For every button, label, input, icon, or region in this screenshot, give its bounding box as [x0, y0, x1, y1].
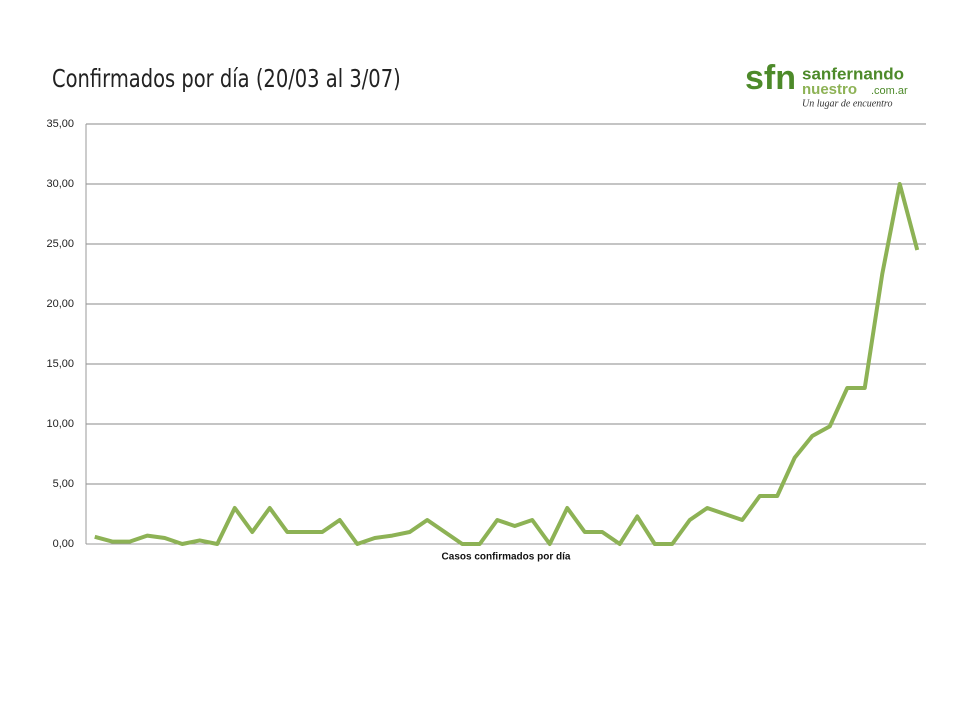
series-line	[94, 182, 920, 546]
series-label: Casos confirmados por día	[442, 552, 571, 563]
chart-title: Confirmados por día (20/03 al 3/07)	[52, 65, 401, 94]
logo-tagline: Un lugar de encuentro	[802, 98, 892, 109]
y-tick-label: 5,00	[53, 478, 74, 490]
y-tick-label: 30,00	[46, 178, 74, 190]
logo-mark: sfn	[745, 59, 796, 97]
y-tick-label: 0,00	[53, 538, 74, 550]
y-tick-label: 20,00	[46, 298, 74, 310]
logo-domain: .com.ar	[871, 85, 908, 97]
logo-name: sanfernando	[802, 64, 904, 83]
logo: sfn sanfernando nuestro .com.ar Un lugar…	[745, 59, 908, 109]
y-tick-label: 25,00	[46, 238, 74, 250]
y-tick-label: 15,00	[46, 358, 74, 370]
y-tick-label: 10,00	[46, 418, 74, 430]
y-tick-label: 35,00	[46, 118, 74, 130]
logo-sub: nuestro	[802, 81, 857, 98]
